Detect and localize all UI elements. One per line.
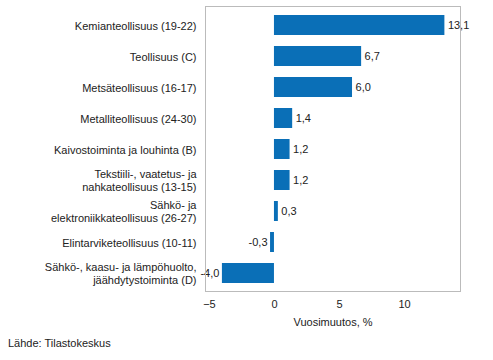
- svg-text:0,3: 0,3: [281, 205, 296, 217]
- svg-text:6,0: 6,0: [356, 81, 371, 93]
- svg-text:-4,0: -4,0: [200, 267, 219, 279]
- svg-text:1,2: 1,2: [293, 143, 308, 155]
- svg-text:-0,3: -0,3: [249, 236, 268, 248]
- svg-text:Elintarviketeollisuus (10-11): Elintarviketeollisuus (10-11): [62, 237, 196, 249]
- svg-text:Metalliteollisuus (24-30): Metalliteollisuus (24-30): [80, 113, 196, 125]
- svg-text:13,1: 13,1: [448, 19, 469, 31]
- svg-text:−5: −5: [203, 298, 216, 310]
- svg-text:1,4: 1,4: [296, 112, 311, 124]
- svg-text:5: 5: [336, 298, 342, 310]
- svg-text:Sähkö- jaelektroniikkateollisu: Sähkö- jaelektroniikkateollisuus (26-27): [51, 199, 197, 224]
- svg-text:Vuosimuutos, %: Vuosimuutos, %: [293, 316, 372, 328]
- svg-text:Kemianteollisuus (19-22): Kemianteollisuus (19-22): [75, 20, 197, 32]
- html-text:Lähde: Tilastokeskus: Lähde: Tilastokeskus: [8, 337, 111, 349]
- svg-text:Sähkö-, kaasu- ja lämpöhuolto,: Sähkö-, kaasu- ja lämpöhuolto,jäähdytyst…: [45, 261, 197, 286]
- svg-text:Tekstiili-, vaatetus- janahkat: Tekstiili-, vaatetus- janahkateollisuus …: [82, 168, 197, 193]
- svg-text:Kaivostoiminta ja louhinta (B): Kaivostoiminta ja louhinta (B): [54, 144, 196, 156]
- svg-text:1,2: 1,2: [293, 174, 308, 186]
- svg-text:10: 10: [398, 298, 410, 310]
- svg-text:6,7: 6,7: [365, 50, 380, 62]
- svg-text:Metsäteollisuus (16-17): Metsäteollisuus (16-17): [82, 82, 196, 94]
- svg-text:0: 0: [271, 298, 277, 310]
- svg-text:Teollisuus (C): Teollisuus (C): [130, 51, 197, 63]
